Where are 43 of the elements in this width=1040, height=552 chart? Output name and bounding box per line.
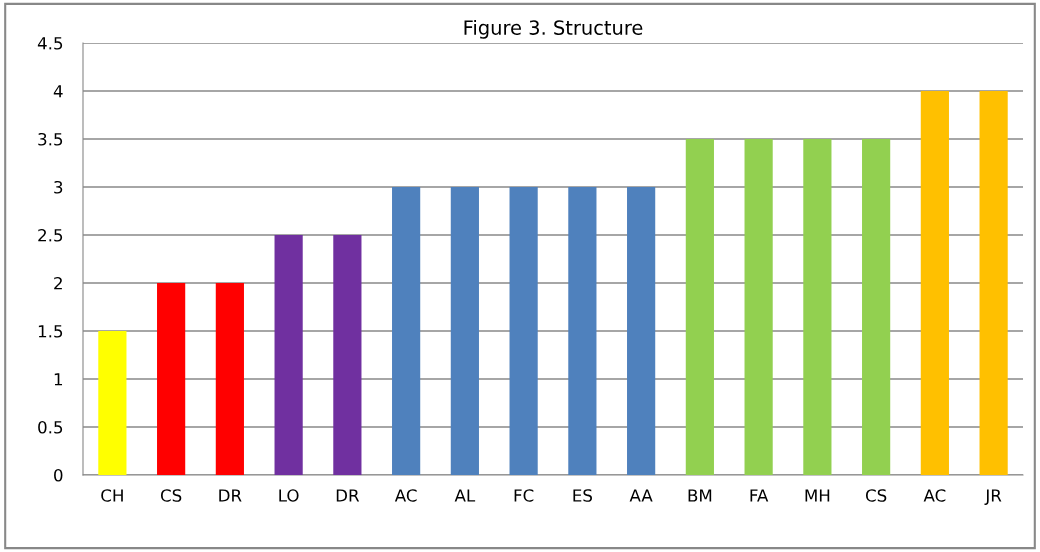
x-tick-label: FC — [514, 489, 534, 502]
x-tick-label: BM — [688, 489, 712, 502]
y-tick-label: 1.5 — [38, 325, 63, 338]
x-tick-label: CS — [160, 489, 182, 502]
bar — [979, 91, 1008, 475]
x-tick-label: AC — [923, 489, 946, 502]
y-tick-label: 4 — [53, 85, 63, 98]
x-tick-label: DR — [336, 489, 360, 502]
x-tick-label: ES — [573, 489, 592, 502]
y-tick-label: 3.5 — [38, 132, 63, 146]
y-tick-label: 2 — [54, 276, 62, 290]
x-tick-label: CS — [865, 489, 887, 502]
y-tick-label: 2.5 — [38, 228, 63, 242]
bar — [744, 139, 773, 475]
chart-title: Figure 3. Structure — [464, 19, 643, 39]
bar — [862, 139, 891, 475]
y-tick-label: 3 — [54, 180, 63, 194]
y-tick-label: 1 — [54, 373, 63, 386]
x-tick-label: AL — [454, 489, 476, 502]
bar — [509, 187, 538, 475]
x-tick-label: FA — [750, 489, 769, 502]
y-tick-label: 0.5 — [38, 420, 63, 434]
x-tick-label: MH — [805, 489, 830, 502]
y-tick-label: 0 — [54, 468, 63, 482]
bar — [98, 331, 127, 475]
bar — [627, 187, 656, 475]
bar — [157, 283, 186, 475]
bar — [803, 139, 832, 475]
x-tick-label: AC — [394, 489, 417, 502]
bar — [215, 283, 244, 475]
bar — [333, 235, 362, 475]
x-tick-label: AA — [629, 489, 653, 502]
bar — [450, 187, 479, 475]
bar — [685, 139, 714, 475]
bar — [274, 235, 303, 475]
bar — [392, 187, 421, 475]
bar — [568, 187, 597, 475]
bar — [920, 91, 949, 475]
x-tick-label: CH — [101, 489, 123, 502]
y-tick-label: 4.5 — [37, 37, 63, 50]
x-tick-label: JR — [984, 489, 1002, 505]
x-tick-label: LO — [279, 489, 299, 502]
x-tick-label: DR — [219, 489, 242, 502]
